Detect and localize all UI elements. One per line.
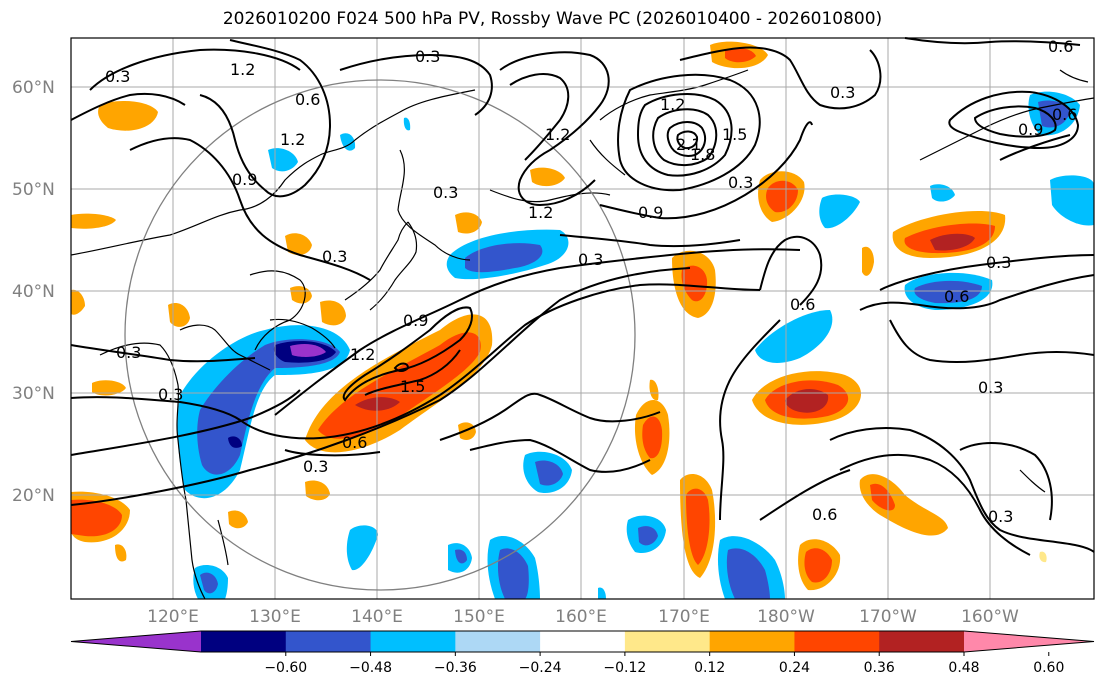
colorbar-tick-label: −0.60 xyxy=(264,660,307,676)
contour-label: 2.1 xyxy=(676,135,701,154)
contour-label: 0.3 xyxy=(988,507,1013,526)
contour-label: 1.2 xyxy=(528,203,553,222)
coastlines xyxy=(70,69,1095,600)
lon-label: 170°W xyxy=(859,607,917,627)
colorbar-segment xyxy=(370,631,456,652)
colorbar-segment xyxy=(455,631,541,652)
contour-label: 0.9 xyxy=(403,311,428,330)
lat-label: 60°N xyxy=(12,78,55,98)
colorbar-segment xyxy=(879,631,965,652)
contour-label: 0.3 xyxy=(158,385,183,404)
lat-label: 20°N xyxy=(12,486,55,506)
contour-label: 1.5 xyxy=(722,125,747,144)
contour-label: 0.3 xyxy=(728,173,753,192)
gridlines xyxy=(71,38,1094,599)
contour-label: 0.3 xyxy=(578,250,603,269)
contour-label: 0.3 xyxy=(978,378,1003,397)
colorbar-tick-label: 0.60 xyxy=(1033,660,1064,676)
contour-labels: 0.3 0.3 1.2 0.6 1.2 0.9 0.3 1.2 1.2 1.2 … xyxy=(105,37,1077,526)
contour-label: 1.2 xyxy=(280,130,305,149)
colorbar-tick-label: −0.36 xyxy=(434,660,477,676)
lat-label: 40°N xyxy=(12,282,55,302)
contour-label: 0.6 xyxy=(812,505,837,524)
latitude-labels: 60°N 50°N 40°N 30°N 20°N xyxy=(12,78,55,506)
lon-label: 160°W xyxy=(961,607,1019,627)
contour-label: 0.6 xyxy=(1048,37,1073,56)
longitude-labels: 120°E 130°E 140°E 150°E 160°E 170°E 180°… xyxy=(147,607,1019,627)
lat-label: 30°N xyxy=(12,384,55,404)
contour-label: 0.3 xyxy=(433,183,458,202)
colorbar-tick-label: −0.48 xyxy=(349,660,392,676)
colorbar-segment xyxy=(285,631,372,652)
contour-label: 0.3 xyxy=(116,343,141,362)
lon-label: 130°E xyxy=(249,607,301,627)
lon-label: 140°E xyxy=(351,607,403,627)
colorbar-segment xyxy=(201,631,287,652)
contour-label: 0.3 xyxy=(105,67,130,86)
colorbar-outline xyxy=(70,630,1095,653)
map-panel: 0.3 0.3 1.2 0.6 1.2 0.9 0.3 1.2 1.2 1.2 … xyxy=(70,37,1095,600)
contour-label: 1.2 xyxy=(230,60,255,79)
colorbar-tick-label: 0.12 xyxy=(694,660,725,676)
colorbar: −0.60 −0.48 −0.36 −0.24 −0.12 0.12 0.24 0.36 0.4… xyxy=(70,630,1095,676)
lon-label: 160°E xyxy=(555,607,607,627)
contour-label: 0.6 xyxy=(342,433,367,452)
colorbar-tick-label: 0.48 xyxy=(948,660,979,676)
colorbar-segment xyxy=(540,631,626,652)
colorbar-extend-high xyxy=(964,631,1094,652)
negative-anomaly-shading xyxy=(177,91,1094,599)
contour-label: 0.6 xyxy=(1052,105,1077,124)
colorbar-tick-label: −0.24 xyxy=(519,660,562,676)
contour-label: 1.2 xyxy=(545,125,570,144)
contour-label: 0.9 xyxy=(232,170,257,189)
lat-label: 50°N xyxy=(12,180,55,200)
colorbar-tick-label: −0.12 xyxy=(603,660,646,676)
colorbar-extend-low xyxy=(71,631,201,652)
contour-label: 0.3 xyxy=(830,83,855,102)
contour-label: 0.6 xyxy=(790,295,815,314)
contour-label: 1.8 xyxy=(690,145,715,164)
colorbar-tick-label: 0.36 xyxy=(864,660,895,676)
contour-label: 0.9 xyxy=(638,203,663,222)
contour-label: 0.6 xyxy=(295,90,320,109)
contour-label: 1.2 xyxy=(660,95,685,114)
contour-label: 1.5 xyxy=(400,377,425,396)
contour-label: 0.6 xyxy=(944,287,969,306)
colorbar-segment xyxy=(624,631,711,652)
contour-label: 0.3 xyxy=(322,247,347,266)
lon-label: 120°E xyxy=(147,607,199,627)
wave-packet-circle xyxy=(124,79,636,591)
lon-label: 180°W xyxy=(757,607,815,627)
contour-label: 0.3 xyxy=(986,253,1011,272)
lon-label: 170°E xyxy=(658,607,710,627)
map-frame xyxy=(70,37,1095,600)
colorbar-tick-label: 0.24 xyxy=(779,660,810,676)
contour-label: 1.2 xyxy=(350,345,375,364)
contour-label: 0.3 xyxy=(415,47,440,66)
chart-title: 2026010200 F024 500 hPa PV, Rossby Wave … xyxy=(222,9,883,29)
positive-anomaly-shading xyxy=(71,41,1047,591)
colorbar-segment xyxy=(794,631,880,652)
colorbar-segment xyxy=(709,631,795,652)
pv-contours xyxy=(70,37,1095,556)
contour-label: 0.9 xyxy=(1018,120,1043,139)
contour-label: 0.3 xyxy=(303,457,328,476)
lon-label: 150°E xyxy=(453,607,505,627)
